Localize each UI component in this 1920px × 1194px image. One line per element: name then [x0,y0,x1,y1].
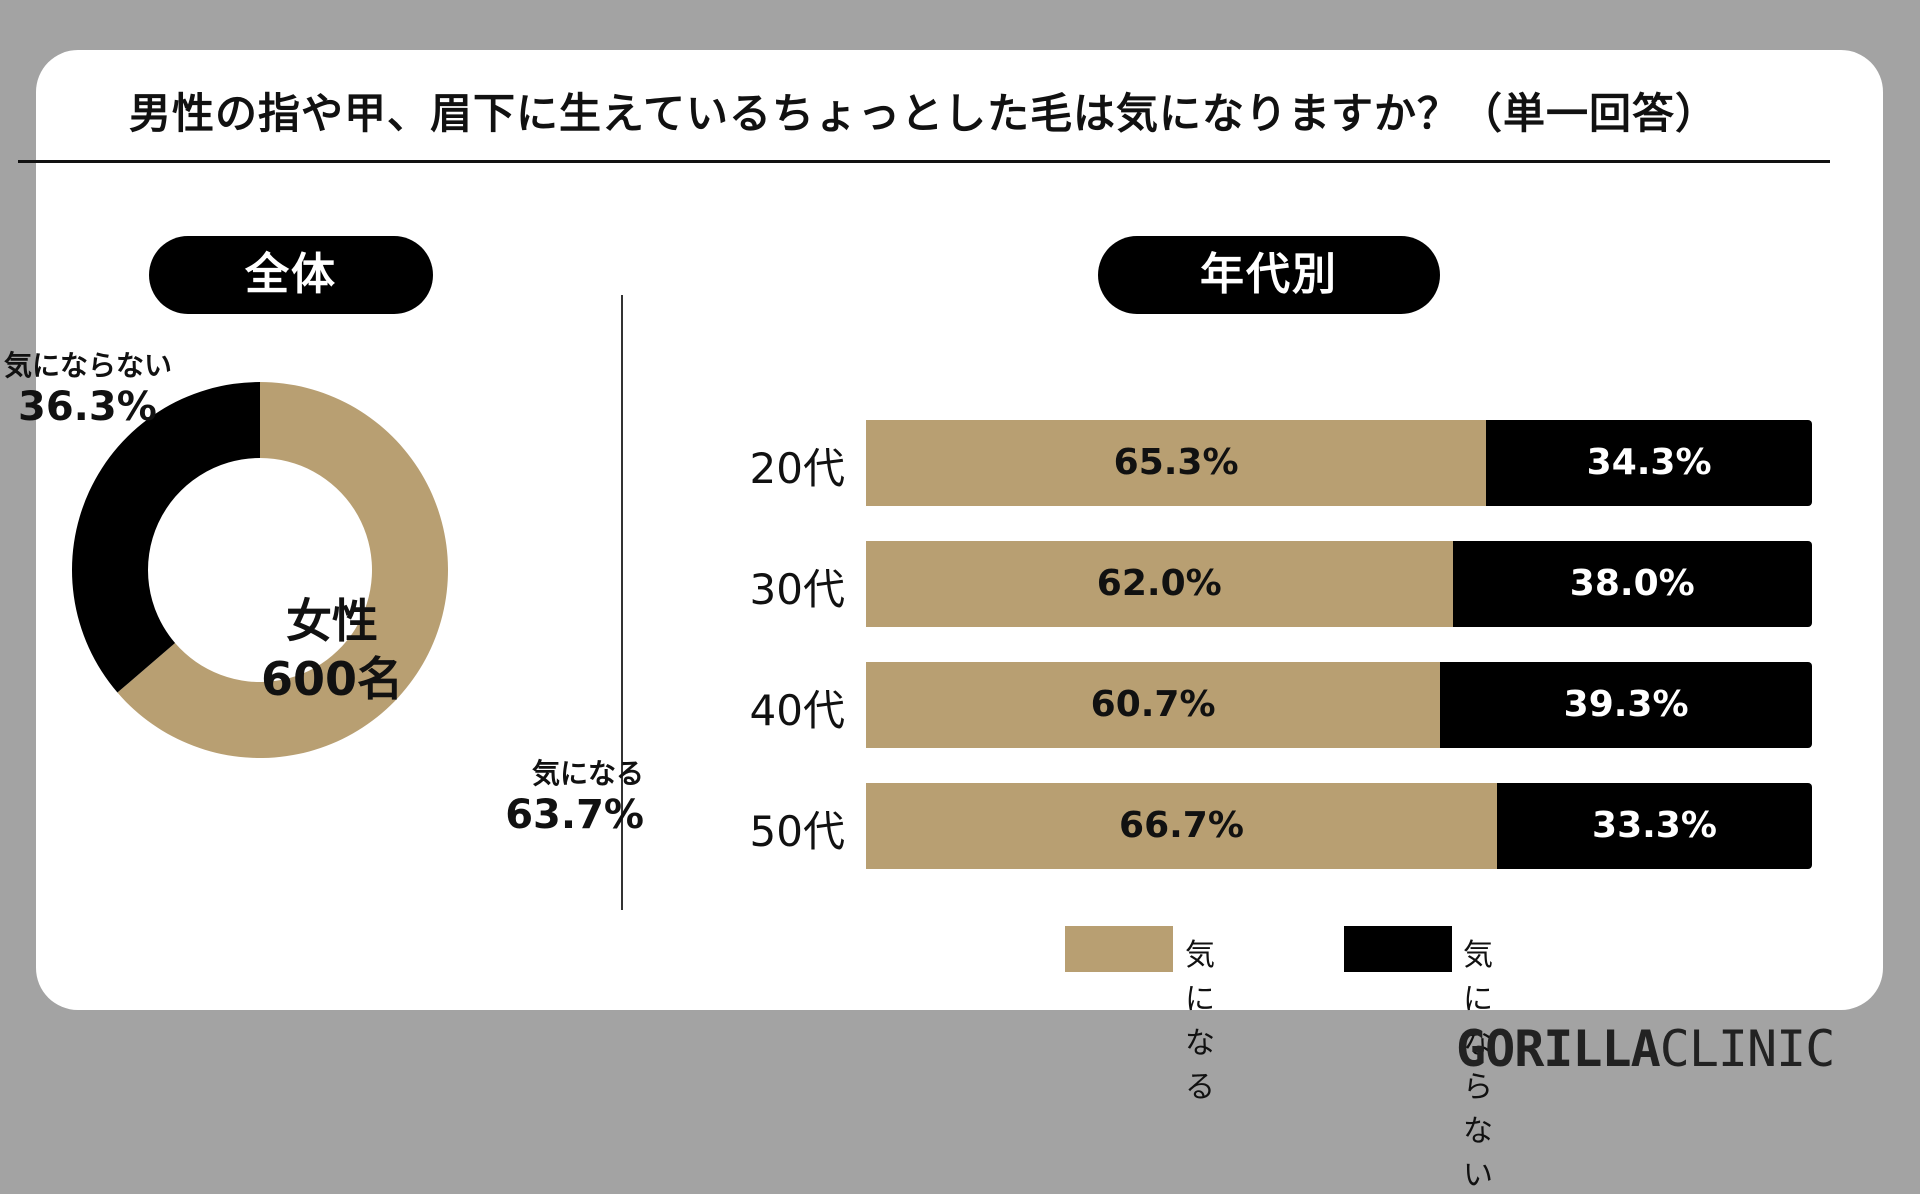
legend-swatch-yes [1065,926,1173,972]
bar-value-label: 34.3% [1586,442,1712,483]
legend-swatch-no [1344,926,1452,972]
slice-value-no: 36.3% [18,384,157,430]
category-label: 20代 [749,444,845,493]
bar-segment-no [1440,662,1812,748]
donut-center-line-1: 女性 [286,594,378,648]
slice-value-yes: 63.7% [505,792,644,838]
category-label: 50代 [749,807,845,856]
brand-part-1: GORILLA [1456,1020,1661,1078]
bar-segment-no [1486,420,1812,506]
bar-segment-yes [866,662,1441,748]
donut-slice-no [72,382,261,693]
bar-segment-no [1452,541,1812,627]
category-label: 40代 [749,686,845,735]
slice-label-yes: 気になる 63.7% [458,752,644,838]
bar-value-label: 60.7% [1090,684,1216,725]
age-panel-label: 年代別 [1098,236,1440,314]
bar-segment-yes [866,783,1497,869]
slice-name-yes: 気になる [531,757,644,790]
slice-name-no: 気にならない [4,349,173,382]
slice-label-no: 気にならない 36.3% [4,344,172,430]
panel-divider [621,295,623,910]
donut-center-line-2: 600名 [260,652,404,706]
bar-segment-yes [866,541,1453,627]
category-label: 30代 [749,565,845,614]
brand-part-2: CLINIC [1659,1020,1836,1078]
bar-value-label: 62.0% [1096,563,1222,604]
chart-title: 男性の指や甲、眉下に生えているちょっとした毛は気になりますか？（単一回答） [129,89,1718,138]
bar-segment-no [1496,783,1812,869]
brand-logo: GORILLACLINIC [1456,1020,1836,1078]
bar-value-label: 65.3% [1113,442,1239,483]
donut-center-label: 女性 600名 [232,592,432,708]
title-divider [18,160,1830,163]
bar-value-label: 33.3% [1592,805,1717,846]
bar-value-label: 38.0% [1569,563,1695,604]
bar-value-label: 66.7% [1119,805,1244,846]
overall-panel-label: 全体 [149,236,433,314]
donut-chart [72,382,449,758]
bar-segment-yes [866,420,1487,506]
bar-value-label: 39.3% [1563,684,1689,725]
donut-slice-yes [117,382,449,758]
